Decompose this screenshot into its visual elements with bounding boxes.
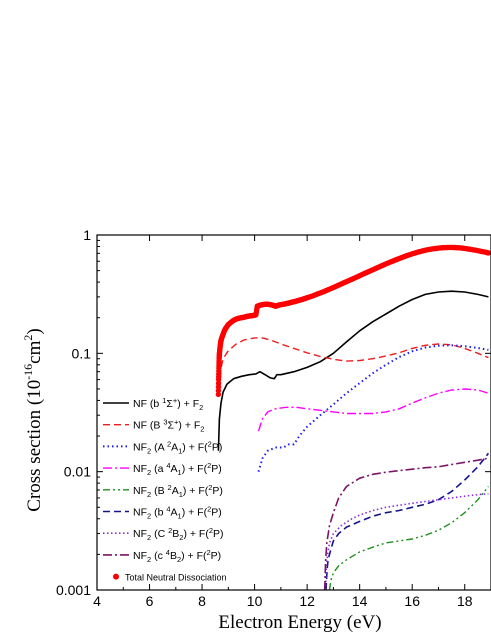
legend-swatch [113, 573, 119, 580]
legend-item: NF2 (a 4A1) + F(2P) [103, 461, 222, 477]
series-total-neutral-dissociation [215, 244, 491, 398]
y-axis-label-main: Cross section (10 [24, 380, 45, 512]
plot-frame [96, 234, 491, 591]
series-line-7 [324, 493, 489, 590]
legend-item: NF (B 3Σ+) + F2 [103, 418, 204, 434]
y-tick-label: 1 [83, 227, 91, 243]
axes-layer: 4 6 8 10 12 14 16 18 0.001 0.01 0.1 1 [56, 227, 491, 609]
y-tick-label: 0.01 [64, 464, 91, 480]
legend-item: NF2 (C 2B2) + F(2P) [103, 526, 224, 542]
x-tick-label: 14 [352, 593, 368, 609]
legend: NF (b 1Σ+) + F2 NF (B 3Σ+) + F2 NF2 (A 2A1… [103, 396, 227, 583]
series-line-5 [328, 486, 489, 590]
y-axis-label-exp1: -16 [21, 364, 35, 380]
y-tick-label: 0.001 [56, 582, 91, 598]
legend-label: NF2 (c 4B2) + F(2P) [133, 548, 221, 564]
legend-item: NF2 (A 2A1) + F(2P) [103, 439, 222, 455]
x-tick-label: 18 [457, 593, 473, 609]
legend-label: NF (B 3Σ+) + F2 [133, 418, 204, 434]
y-axis-label: Cross section (10-16cm2) [21, 328, 45, 511]
series-line-2 [219, 337, 489, 390]
x-axis-label: Electron Energy (eV) [218, 612, 381, 633]
legend-item: NF2 (b 4A1) + F(2P) [103, 505, 222, 521]
legend-item: NF2 (c 4B2) + F(2P) [103, 548, 221, 564]
data-point [485, 250, 491, 256]
series-line-6 [325, 452, 490, 590]
x-tick-label: 6 [146, 593, 154, 609]
legend-label: NF (b 1Σ+) + F2 [133, 396, 203, 412]
legend-item: NF2 (B 2A1) + F(2P) [103, 483, 223, 499]
x-tick-label: 12 [299, 593, 315, 609]
x-tick-label: 10 [247, 593, 263, 609]
legend-item: NF (b 1Σ+) + F2 [103, 396, 203, 412]
series-line-8 [323, 457, 489, 590]
legend-label: NF2 (C 2B2) + F(2P) [133, 526, 224, 542]
legend-label: NF2 (b 4A1) + F(2P) [133, 505, 222, 521]
x-tick-label: 4 [93, 593, 101, 609]
legend-item: Total Neutral Dissociation [113, 573, 227, 583]
x-tick-label: 8 [198, 593, 206, 609]
y-axis-label-exp2: 2 [21, 335, 35, 341]
series-line-3 [257, 344, 489, 472]
y-axis-label-end: ) [24, 328, 45, 334]
legend-label: NF2 (A 2A1) + F(2P) [133, 439, 222, 455]
x-tick-label: 16 [404, 593, 420, 609]
series-layer [215, 244, 491, 590]
legend-label: Total Neutral Dissociation [125, 573, 227, 583]
series-line-1 [217, 290, 489, 451]
y-axis-label-mid: cm [24, 340, 45, 363]
y-tick-label: 0.1 [72, 345, 92, 361]
series-line-4 [257, 388, 489, 432]
legend-label: NF2 (a 4A1) + F(2P) [133, 461, 222, 477]
legend-label: NF2 (B 2A1) + F(2P) [133, 483, 223, 499]
